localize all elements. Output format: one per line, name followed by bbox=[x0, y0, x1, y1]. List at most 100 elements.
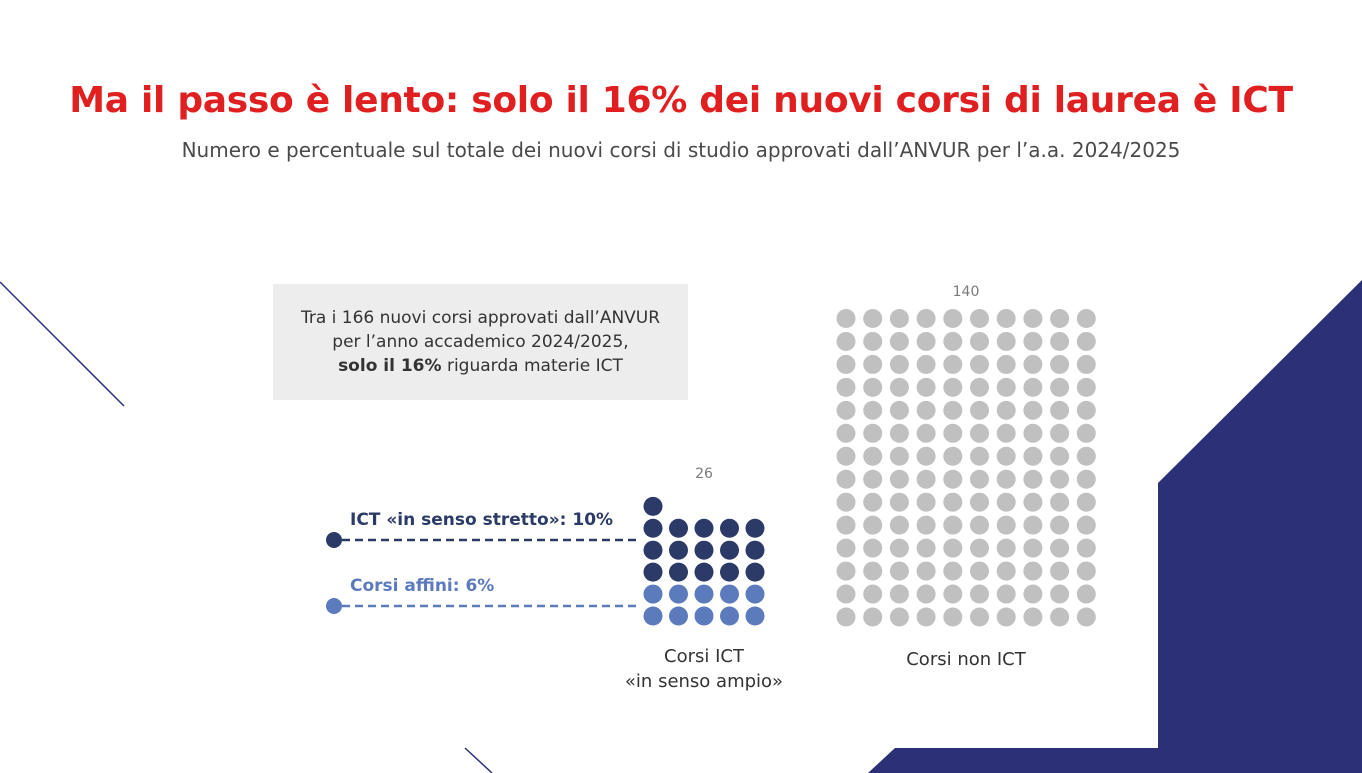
waffle-dot-non-ict bbox=[943, 515, 963, 535]
page-title: Ma il passo è lento: solo il 16% dei nuo… bbox=[69, 80, 1293, 121]
waffle-dot-non-ict bbox=[916, 308, 936, 328]
waffle-dot-ict bbox=[745, 540, 765, 560]
waffle-dot-non-ict bbox=[836, 584, 856, 604]
waffle-dot-non-ict bbox=[889, 308, 909, 328]
waffle-dot-non-ict bbox=[1076, 377, 1096, 397]
waffle-dot-non-ict bbox=[1050, 492, 1070, 512]
waffle-dot-non-ict bbox=[889, 469, 909, 489]
waffle-dot-ict bbox=[745, 584, 765, 604]
waffle-dot-non-ict bbox=[889, 538, 909, 558]
callout-line-3: solo il 16% riguarda materie ICT bbox=[273, 354, 688, 378]
waffle-dot-non-ict bbox=[1076, 423, 1096, 443]
waffle-dot-non-ict bbox=[996, 584, 1016, 604]
waffle-dot-ict bbox=[643, 562, 663, 582]
waffle-dot-non-ict bbox=[970, 400, 989, 420]
waffle-dot-non-ict bbox=[1076, 515, 1096, 535]
waffle-dot-non-ict bbox=[970, 607, 989, 627]
waffle-dot-non-ict bbox=[836, 515, 856, 535]
waffle-dot-non-ict bbox=[970, 377, 989, 397]
waffle-dot-ict bbox=[720, 562, 739, 582]
waffle-dot-non-ict bbox=[943, 469, 963, 489]
waffle-dot-non-ict bbox=[970, 538, 989, 558]
waffle-dot-non-ict bbox=[889, 354, 909, 374]
waffle-dot-ict bbox=[669, 584, 688, 604]
waffle-dot-non-ict bbox=[863, 538, 883, 558]
waffle-dot-non-ict bbox=[996, 400, 1016, 420]
waffle-dot-ict bbox=[643, 518, 663, 538]
waffle-dot-non-ict bbox=[1050, 400, 1070, 420]
callout-highlight: solo il 16% bbox=[338, 356, 442, 376]
waffle-dot-non-ict bbox=[889, 331, 909, 351]
waffle-dot-non-ict bbox=[889, 400, 909, 420]
waffle-dot-ict bbox=[694, 562, 714, 582]
waffle-dot-ict bbox=[669, 540, 688, 560]
waffle-dot-non-ict bbox=[1050, 331, 1070, 351]
waffle-dot-non-ict bbox=[916, 538, 936, 558]
waffle-dot-non-ict bbox=[863, 515, 883, 535]
waffle-dot-non-ict bbox=[996, 331, 1016, 351]
waffle-dot-non-ict bbox=[863, 354, 883, 374]
waffle-dot-non-ict bbox=[1050, 423, 1070, 443]
waffle-dot-non-ict bbox=[916, 423, 936, 443]
waffle-dot-non-ict bbox=[836, 331, 856, 351]
waffle-dot-ict bbox=[694, 584, 714, 604]
waffle-dot-non-ict bbox=[943, 354, 963, 374]
waffle-dot-non-ict bbox=[1076, 354, 1096, 374]
waffle-dot-non-ict bbox=[836, 469, 856, 489]
waffle-dot-non-ict bbox=[916, 492, 936, 512]
waffle-dot-non-ict bbox=[916, 515, 936, 535]
decor-shape-bottom bbox=[868, 748, 1158, 773]
legend-related: Corsi affini: 6% bbox=[350, 576, 495, 596]
waffle-dot-non-ict bbox=[916, 446, 936, 466]
waffle-dot-non-ict bbox=[863, 561, 883, 581]
waffle-dot-non-ict bbox=[916, 561, 936, 581]
waffle-dot-non-ict bbox=[863, 446, 883, 466]
waffle-dot-non-ict bbox=[863, 331, 883, 351]
waffle-dot-non-ict bbox=[970, 354, 989, 374]
waffle-dot-non-ict bbox=[970, 584, 989, 604]
callout-line-3-rest: riguarda materie ICT bbox=[441, 356, 623, 376]
waffle-dot-non-ict bbox=[836, 492, 856, 512]
waffle-dot-non-ict bbox=[1023, 331, 1043, 351]
count-label-non-ict: 140 bbox=[952, 284, 980, 300]
waffle-dot-non-ict bbox=[996, 607, 1016, 627]
waffle-dot-non-ict bbox=[970, 446, 989, 466]
waffle-dot-non-ict bbox=[836, 607, 856, 627]
group-label-ict-line2: «in senso ampio» bbox=[624, 671, 784, 692]
waffle-dot-non-ict bbox=[889, 492, 909, 512]
waffle-dot-non-ict bbox=[996, 377, 1016, 397]
waffle-dot-non-ict bbox=[916, 354, 936, 374]
waffle-dot-ict bbox=[720, 606, 739, 626]
waffle-dot-non-ict bbox=[889, 515, 909, 535]
waffle-dot-non-ict bbox=[836, 308, 856, 328]
waffle-dot-non-ict bbox=[916, 607, 936, 627]
waffle-dot-non-ict bbox=[863, 377, 883, 397]
waffle-dot-non-ict bbox=[1023, 377, 1043, 397]
waffle-dot-non-ict bbox=[916, 400, 936, 420]
waffle-dot-non-ict bbox=[863, 308, 883, 328]
waffle-dot-non-ict bbox=[970, 469, 989, 489]
waffle-dot-non-ict bbox=[943, 538, 963, 558]
waffle-dot-ict bbox=[643, 584, 663, 604]
waffle-dot-non-ict bbox=[836, 400, 856, 420]
waffle-dot-non-ict bbox=[1050, 308, 1070, 328]
waffle-dot-ict bbox=[720, 518, 739, 538]
waffle-dot-non-ict bbox=[996, 515, 1016, 535]
waffle-dot-non-ict bbox=[996, 492, 1016, 512]
waffle-dot-non-ict bbox=[863, 423, 883, 443]
waffle-dot-non-ict bbox=[1023, 469, 1043, 489]
waffle-dot-non-ict bbox=[1050, 561, 1070, 581]
waffle-dot-non-ict bbox=[1050, 354, 1070, 374]
waffle-dot-non-ict bbox=[1076, 446, 1096, 466]
waffle-dot-ict bbox=[720, 540, 739, 560]
callout-line-2: per l’anno accademico 2024/2025, bbox=[332, 332, 629, 352]
waffle-dot-non-ict bbox=[916, 331, 936, 351]
waffle-dot-ict bbox=[745, 606, 765, 626]
waffle-dot-non-ict bbox=[970, 561, 989, 581]
waffle-dot-non-ict bbox=[1023, 446, 1043, 466]
waffle-dot-non-ict bbox=[996, 561, 1016, 581]
waffle-dot-non-ict bbox=[1076, 308, 1096, 328]
waffle-dot-non-ict bbox=[1050, 538, 1070, 558]
